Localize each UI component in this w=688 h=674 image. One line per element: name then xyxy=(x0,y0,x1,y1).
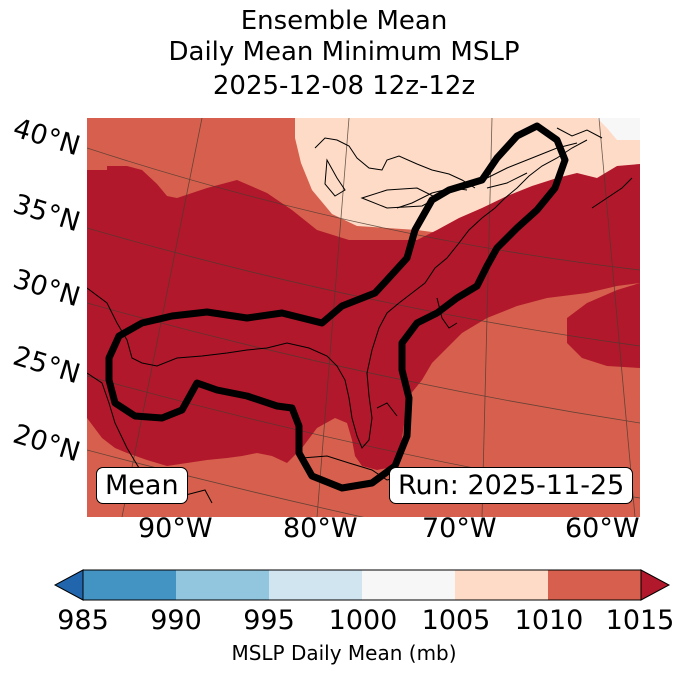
cb-tick-1000: 1000 xyxy=(328,605,398,636)
fill-1010-patch-west xyxy=(87,118,107,170)
mean-label-box: Mean xyxy=(96,467,188,504)
cb-tick-1005: 1005 xyxy=(421,605,491,636)
colorbar-extend-low xyxy=(53,569,84,601)
colorbar-extend-high xyxy=(640,569,671,601)
title-line-3: 2025-12-08 12z-12z xyxy=(212,71,476,101)
colorbar-border xyxy=(82,569,642,601)
map-svg xyxy=(87,118,640,517)
title-line-2: Daily Mean Minimum MSLP xyxy=(168,37,520,67)
colorbar-label: MSLP Daily Mean (mb) xyxy=(231,641,457,665)
lon-label-70w: 70°W xyxy=(422,513,497,544)
colorbar-segment xyxy=(176,570,269,600)
fill-1015-east xyxy=(567,283,640,368)
run-label-box: Run: 2025-11-25 xyxy=(389,467,634,504)
colorbar-segment xyxy=(548,570,641,600)
colorbar-segment xyxy=(83,570,176,600)
cb-tick-1015: 1015 xyxy=(605,605,675,636)
cb-tick-985: 985 xyxy=(57,605,109,636)
colorbar-segment xyxy=(269,570,362,600)
title-line-1: Ensemble Mean xyxy=(240,6,448,36)
lon-label-60w: 60°W xyxy=(565,513,640,544)
colorbar-segment xyxy=(362,570,455,600)
mean-contour xyxy=(105,122,569,492)
colorbar-segment xyxy=(455,570,548,600)
lon-label-80w: 80°W xyxy=(283,513,358,544)
cb-tick-995: 995 xyxy=(243,605,295,636)
cb-tick-990: 990 xyxy=(150,605,202,636)
fill-1000-1005 xyxy=(597,118,640,140)
mslp-map xyxy=(87,118,640,517)
cb-tick-1010: 1010 xyxy=(514,605,584,636)
lon-label-90w: 90°W xyxy=(138,513,213,544)
